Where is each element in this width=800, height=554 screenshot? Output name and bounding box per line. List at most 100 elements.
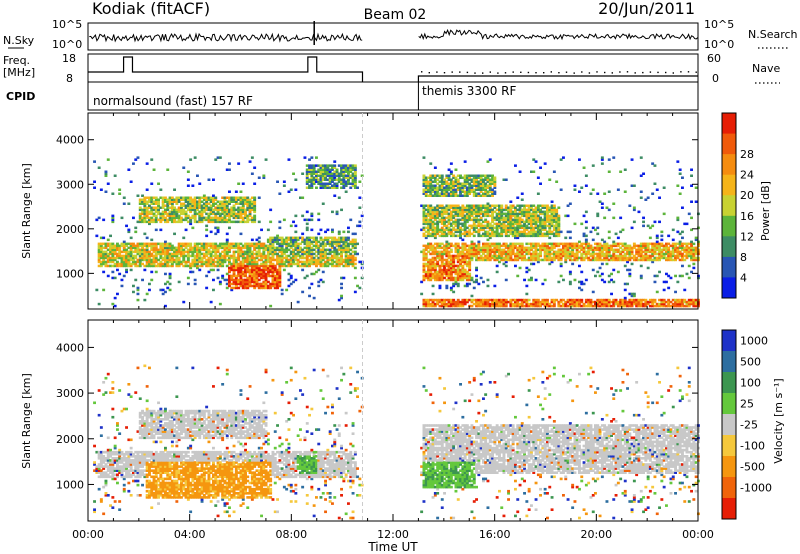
echo-cell (422, 190, 426, 193)
echo-cell (237, 182, 241, 185)
echo-cell (198, 210, 202, 214)
echo-cell (244, 200, 247, 203)
echo-cell (424, 212, 428, 216)
echo-cell (285, 244, 289, 248)
echo-cell (340, 260, 343, 264)
echo-cell (257, 220, 261, 224)
echo-cell (440, 230, 444, 234)
echo-cell (257, 286, 261, 290)
echo-cell (193, 220, 197, 224)
echo-cell (150, 270, 154, 274)
echo-cell (246, 282, 250, 286)
echo-cell (427, 276, 430, 280)
echo-cell (271, 256, 275, 260)
echo-cell (333, 246, 337, 250)
echo-cell (596, 232, 600, 236)
echo-cell (200, 220, 204, 224)
echo-cell (250, 260, 254, 264)
nsearch-label: N.Search (748, 28, 798, 41)
cpid-panel (87, 81, 699, 111)
echo-cell (310, 248, 314, 252)
echo-cell (136, 288, 140, 292)
echo-cell (109, 256, 112, 260)
echo-cell (301, 262, 305, 266)
echo-cell (237, 216, 241, 220)
echo-cell (321, 178, 325, 181)
echo-cell (157, 252, 160, 256)
echo-cell (214, 202, 218, 205)
echo-cell (321, 172, 325, 175)
echo-cell (328, 164, 332, 167)
echo-cell (269, 238, 273, 242)
echo-cell (422, 254, 426, 258)
echo-cell (438, 192, 442, 195)
echo-cell (424, 264, 428, 268)
freq-label: Freq. (3, 54, 30, 67)
echo-cell (264, 268, 268, 272)
echo-cell (244, 196, 247, 199)
echo-cell (429, 182, 433, 185)
echo-cell (262, 252, 266, 256)
echo-cell (310, 282, 314, 286)
echo-cell (431, 268, 435, 272)
echo-cell (431, 274, 435, 278)
echo-cell (221, 276, 225, 280)
echo-cell (225, 232, 229, 236)
echo-cell (568, 270, 572, 274)
echo-cell (152, 242, 156, 246)
echo-cell (315, 244, 318, 248)
echo-cell (349, 260, 353, 264)
echo-cell (152, 260, 156, 264)
echo-cell (431, 180, 435, 183)
echo-cell (310, 262, 314, 266)
echo-cell (273, 248, 277, 252)
echo-cell (248, 202, 252, 205)
echo-cell (200, 242, 204, 246)
echo-cell (429, 204, 433, 207)
echo-cell (584, 234, 588, 238)
echo-cell (324, 244, 327, 248)
echo-cell (216, 250, 220, 254)
echo-cell (360, 174, 364, 177)
echo-cell (429, 212, 433, 216)
echo-cell (580, 186, 584, 189)
nsky-panel (87, 22, 699, 51)
nave-dot (687, 71, 690, 73)
echo-cell (287, 242, 291, 246)
echo-cell (276, 254, 279, 258)
echo-cell (319, 236, 323, 240)
echo-cell (607, 208, 611, 212)
echo-cell (138, 200, 142, 203)
echo-cell (269, 252, 273, 256)
echo-cell (234, 250, 238, 254)
echo-cell (438, 184, 442, 187)
echo-cell (422, 258, 426, 262)
echo-cell (289, 238, 293, 242)
echo-cell (209, 258, 213, 262)
echo-cell (127, 254, 131, 258)
echo-cell (216, 244, 220, 248)
echo-cell (177, 258, 181, 262)
echo-cell (312, 240, 316, 244)
echo-cell (223, 260, 227, 264)
echo-cell (266, 268, 270, 272)
echo-cell (207, 252, 211, 256)
echo-cell (141, 258, 144, 262)
echo-cell (308, 218, 311, 222)
echo-cell (271, 280, 275, 284)
echo-cell (106, 254, 110, 258)
echo-cell (207, 212, 211, 216)
echo-cell (237, 212, 241, 216)
echo-cell (180, 252, 183, 256)
echo-cell (340, 236, 343, 240)
echo-cell (431, 256, 435, 260)
echo-cell (184, 260, 188, 264)
echo-cell (250, 266, 254, 270)
echo-cell (168, 282, 172, 286)
echo-cell (532, 262, 536, 266)
echo-cell (218, 302, 222, 306)
echo-cell (223, 216, 227, 220)
echo-cell (266, 240, 270, 244)
echo-cell (333, 186, 337, 189)
echo-cell (189, 254, 193, 258)
